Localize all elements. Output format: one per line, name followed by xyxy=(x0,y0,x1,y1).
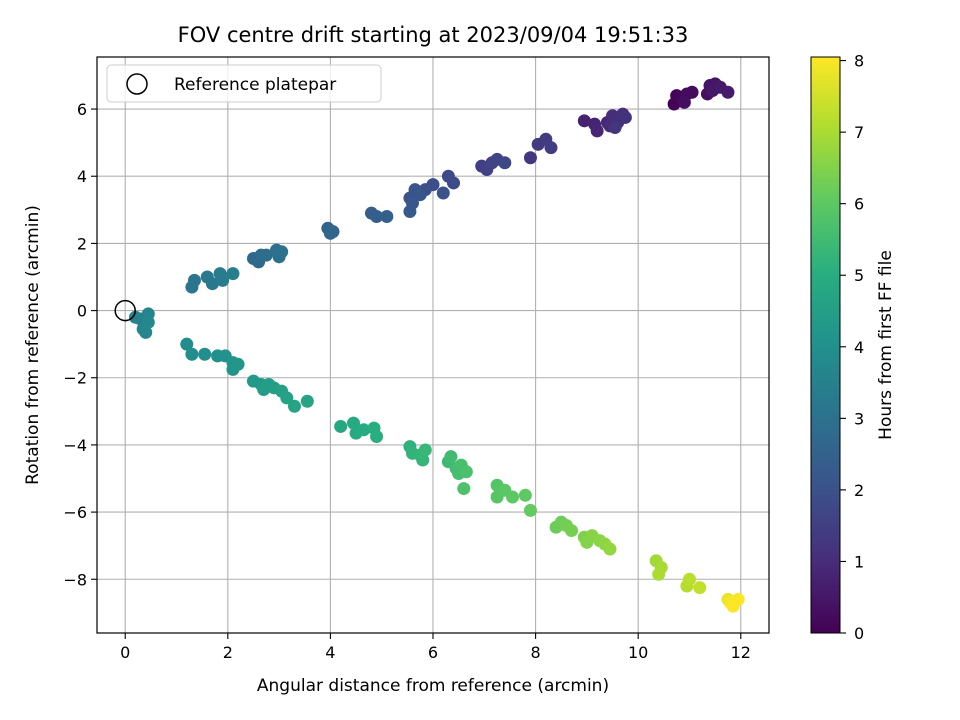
data-point xyxy=(459,465,473,479)
x-axis-label: Angular distance from reference (arcmin) xyxy=(257,676,609,696)
data-point xyxy=(506,490,520,504)
y-axis: −8 −6 −4 −2 0 2 4 6 xyxy=(63,100,97,589)
data-point xyxy=(326,225,340,239)
data-point xyxy=(565,524,579,538)
data-points xyxy=(128,77,745,613)
data-point xyxy=(544,141,558,155)
data-point xyxy=(693,581,707,595)
reference-marker-layer xyxy=(114,299,136,322)
legend-label-reference: Reference platepar xyxy=(174,75,336,95)
x-tick-label: 4 xyxy=(325,643,335,662)
legend: Reference platepar xyxy=(106,64,382,103)
data-point xyxy=(180,337,194,351)
data-point xyxy=(259,248,273,262)
data-point xyxy=(523,503,537,517)
data-point xyxy=(444,450,458,464)
data-point xyxy=(141,315,155,329)
y-tick-label: −8 xyxy=(63,570,87,589)
data-point xyxy=(498,156,512,170)
chart-title: FOV centre drift starting at 2023/09/04 … xyxy=(178,23,689,47)
x-tick-label: 0 xyxy=(120,643,130,662)
data-point xyxy=(216,273,230,287)
data-point xyxy=(275,245,289,259)
colorbar-tick-label: 2 xyxy=(854,481,864,500)
data-point xyxy=(346,416,360,430)
data-point xyxy=(523,151,537,165)
data-point xyxy=(577,114,591,128)
colorbar-tick-label: 0 xyxy=(854,624,864,643)
x-axis: 0 2 4 6 8 10 12 xyxy=(120,633,751,662)
data-point xyxy=(590,124,604,138)
y-tick-label: −2 xyxy=(63,369,87,388)
x-tick-label: 8 xyxy=(531,643,541,662)
data-point xyxy=(380,210,394,224)
data-point xyxy=(370,210,384,224)
colorbar-gradient xyxy=(810,56,841,634)
data-point xyxy=(447,176,461,190)
x-tick-label: 12 xyxy=(731,643,751,662)
colorbar-tick-label: 5 xyxy=(854,266,864,285)
legend-marker-reference xyxy=(126,73,148,95)
colorbar-tick-label: 7 xyxy=(854,123,864,142)
data-point xyxy=(231,357,245,371)
data-point xyxy=(413,188,427,202)
data-point xyxy=(185,347,199,361)
colorbar-label: Hours from first FF file xyxy=(876,250,896,440)
reference-platepar-marker xyxy=(114,299,136,322)
data-point xyxy=(139,325,153,339)
y-tick-label: 0 xyxy=(77,302,87,321)
legend-box xyxy=(106,64,382,103)
data-point xyxy=(187,273,201,287)
data-point xyxy=(300,394,314,408)
colorbar-tick-label: 8 xyxy=(854,52,864,71)
data-point xyxy=(416,453,430,467)
data-point xyxy=(205,277,219,291)
data-point xyxy=(608,121,622,135)
data-point xyxy=(603,542,617,556)
colorbar-tick-label: 1 xyxy=(854,552,864,571)
data-point xyxy=(682,572,696,586)
y-tick-label: −6 xyxy=(63,503,87,522)
y-axis-label: Rotation from reference (arcmin) xyxy=(23,205,43,485)
y-tick-label: 2 xyxy=(77,234,87,253)
data-point xyxy=(334,419,348,433)
colorbar-tick-label: 6 xyxy=(854,195,864,214)
data-point xyxy=(287,399,301,413)
y-tick-label: 4 xyxy=(77,167,87,186)
data-point xyxy=(370,430,384,444)
data-point xyxy=(618,110,632,124)
data-point xyxy=(198,347,212,361)
data-point xyxy=(652,567,666,581)
y-tick-label: −4 xyxy=(63,436,87,455)
grid-lines xyxy=(97,57,769,633)
data-point xyxy=(403,204,417,218)
x-tick-label: 6 xyxy=(428,643,438,662)
colorbar: 0 1 2 3 4 5 6 7 8 Hours from first FF file xyxy=(810,52,896,643)
data-point xyxy=(677,95,691,109)
colorbar-tick-label: 3 xyxy=(854,409,864,428)
data-point xyxy=(518,488,532,502)
data-point xyxy=(726,599,740,613)
data-point xyxy=(721,85,735,99)
y-tick-label: 6 xyxy=(77,100,87,119)
data-point xyxy=(357,423,371,437)
data-point xyxy=(436,186,450,200)
data-point xyxy=(418,443,432,457)
x-tick-label: 10 xyxy=(628,643,648,662)
x-tick-label: 2 xyxy=(223,643,233,662)
colorbar-ticks: 0 1 2 3 4 5 6 7 8 xyxy=(840,52,864,643)
data-point xyxy=(280,391,294,405)
data-point xyxy=(685,85,699,99)
colorbar-tick-label: 4 xyxy=(854,338,864,357)
data-point xyxy=(457,482,471,496)
data-point xyxy=(226,267,240,281)
